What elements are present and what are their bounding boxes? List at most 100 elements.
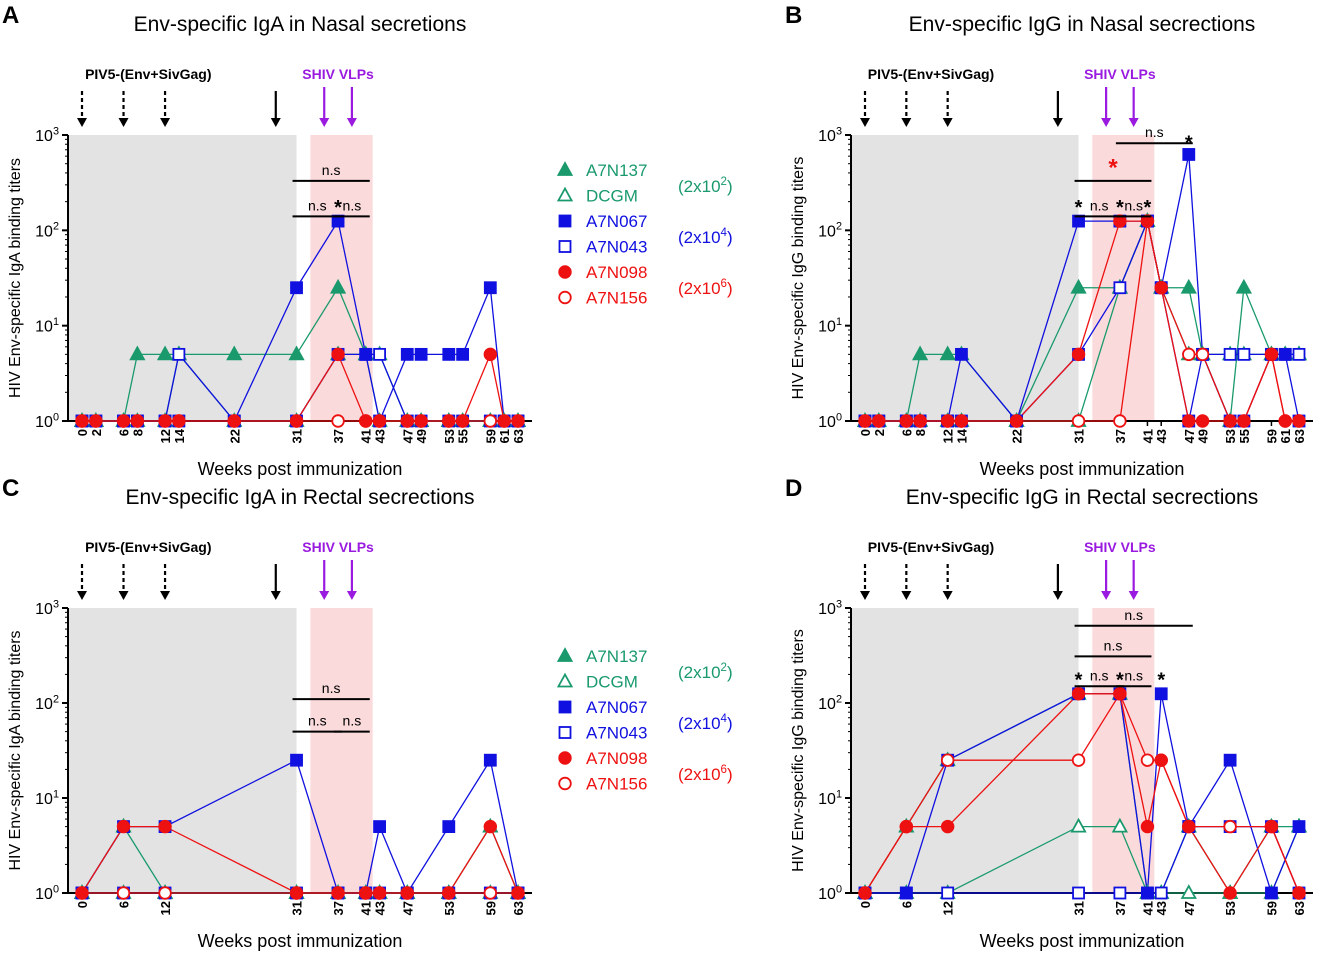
panel-title: Env-specific IgG in Nasal secrections xyxy=(909,13,1256,36)
significance-label: n.s xyxy=(322,680,341,696)
x-tick-label: 63 xyxy=(1292,429,1307,443)
legend-marker-dcgm xyxy=(556,186,574,202)
x-tick-label: 0 xyxy=(75,429,90,436)
data-point-a7n098 xyxy=(913,414,927,428)
y-axis-label: HIV Env-specific IgG binding titers xyxy=(790,629,807,872)
x-tick-label: 37 xyxy=(331,429,346,443)
immunization-arrow-0-head xyxy=(77,118,87,127)
data-point-a7n067 xyxy=(1154,687,1168,701)
x-tick-label: 41 xyxy=(1140,429,1155,443)
data-point-a7n098 xyxy=(442,414,456,428)
x-tick-label: 61 xyxy=(1278,429,1293,443)
data-point-a7n098 xyxy=(1113,687,1127,701)
data-point-a7n043 xyxy=(1237,347,1251,361)
legend-marker-dcgm xyxy=(556,672,574,688)
pink-band xyxy=(310,135,373,421)
legend-marker-a7n043 xyxy=(558,240,572,253)
x-tick-label: 2 xyxy=(89,429,104,436)
significance-label: n.s xyxy=(1145,124,1164,140)
legend-label-a7n067: A7N067 xyxy=(586,698,647,717)
data-point-a7n156 xyxy=(483,414,498,428)
data-point-a7n137 xyxy=(226,345,243,361)
immunization-arrow-4-head xyxy=(319,118,330,127)
data-point-a7n137 xyxy=(911,345,929,361)
pink-band xyxy=(1092,608,1155,893)
significance-label: n.s xyxy=(343,713,362,729)
x-tick-label: 43 xyxy=(373,901,388,915)
data-point-a7n098 xyxy=(158,819,172,834)
x-tick-label: 47 xyxy=(1182,429,1197,443)
data-point-a7n098 xyxy=(940,414,955,428)
y-axis-label: HIV Env-specific IgG binding titers xyxy=(790,157,807,400)
data-point-a7n067 xyxy=(290,753,303,767)
priming-label: PIV5-(Env+SivGag) xyxy=(868,539,994,555)
data-point-a7n098 xyxy=(116,414,131,428)
immunization-arrow-1-head xyxy=(118,591,129,600)
x-tick-label: 14 xyxy=(172,428,187,443)
x-tick-label: 37 xyxy=(331,901,346,915)
legend-label-a7n156: A7N156 xyxy=(586,775,647,794)
x-tick-label: 37 xyxy=(1113,901,1128,915)
x-tick-label: 12 xyxy=(941,429,956,443)
data-point-a7n098 xyxy=(1223,414,1237,428)
x-tick-label: 22 xyxy=(1010,429,1025,443)
data-point-a7n067 xyxy=(1292,820,1306,833)
x-tick-label: 63 xyxy=(511,901,526,915)
data-point-a7n137 xyxy=(939,345,956,361)
legend-2: (2x102) (2x104) (2x106) xyxy=(556,647,733,791)
legend-label-a7n043: A7N043 xyxy=(586,238,647,257)
immunization-arrow-4-head xyxy=(319,591,330,600)
x-tick-label: 37 xyxy=(1113,429,1128,443)
panel-letter: B xyxy=(785,2,802,29)
boost-label: SHIV VLPs xyxy=(302,539,374,555)
x-tick-label: 6 xyxy=(117,429,132,436)
legend-label-dcgm: DCGM xyxy=(586,187,638,206)
x-tick-label: 41 xyxy=(1140,901,1155,915)
immunization-arrow-5-head xyxy=(346,118,357,127)
data-point-a7n098 xyxy=(400,886,414,900)
significance-label: n.s xyxy=(1090,667,1109,683)
legend-label-a7n067: A7N067 xyxy=(586,212,647,231)
y-tick-label: 101 xyxy=(35,316,59,336)
immunization-arrow-3-head xyxy=(270,591,281,600)
legend-label-a7n098: A7N098 xyxy=(586,263,647,282)
y-tick-label: 103 xyxy=(818,598,842,618)
x-tick-label: 31 xyxy=(290,429,305,443)
data-point-a7n156 xyxy=(331,414,345,428)
x-tick-label: 47 xyxy=(400,429,415,443)
data-point-a7n098 xyxy=(1071,687,1086,701)
y-axis-label: HIV Env-specific IgA binding titers xyxy=(7,158,24,398)
data-point-a7n098 xyxy=(158,414,172,428)
legend-label-a7n137: A7N137 xyxy=(586,647,647,666)
panel-letter: C xyxy=(2,475,19,502)
significance-star: * xyxy=(1075,197,1083,219)
boost-label: SHIV VLPs xyxy=(1084,66,1156,82)
x-tick-label: 53 xyxy=(442,429,457,443)
legend-marker-a7n156 xyxy=(558,776,572,791)
significance-star: * xyxy=(334,197,342,219)
data-point-a7n156 xyxy=(116,886,131,900)
legend-1: (2x102) (2x104) (2x106) xyxy=(556,161,733,305)
data-point-a7n098 xyxy=(899,819,914,834)
dose-label: (2x106) xyxy=(678,278,733,298)
data-point-a7n098 xyxy=(331,886,345,900)
data-point-a7n067 xyxy=(290,281,303,295)
dose-label: (2x104) xyxy=(678,713,733,733)
immunization-arrow-3-head xyxy=(1052,118,1063,127)
data-point-a7n067 xyxy=(1141,886,1154,900)
dose-label: (2x106) xyxy=(678,764,733,784)
x-tick-label: 49 xyxy=(1196,429,1211,443)
x-tick-label: 41 xyxy=(359,901,374,915)
y-tick-label: 101 xyxy=(818,788,842,808)
legend-marker-a7n098 xyxy=(558,751,572,765)
data-point-a7n067 xyxy=(456,347,470,361)
y-tick-label: 100 xyxy=(818,883,842,903)
panel-d: D Env-specific IgG in Rectal secrections P… xyxy=(785,475,1313,951)
x-tick-label: 31 xyxy=(1072,429,1087,443)
x-tick-label: 31 xyxy=(1072,901,1087,915)
x-tick-label: 63 xyxy=(1292,901,1307,915)
legend-label-a7n098: A7N098 xyxy=(586,749,647,768)
data-point-a7n098 xyxy=(1154,753,1168,767)
x-tick-label: 12 xyxy=(941,901,956,915)
immunization-arrow-4-head xyxy=(1101,591,1112,600)
